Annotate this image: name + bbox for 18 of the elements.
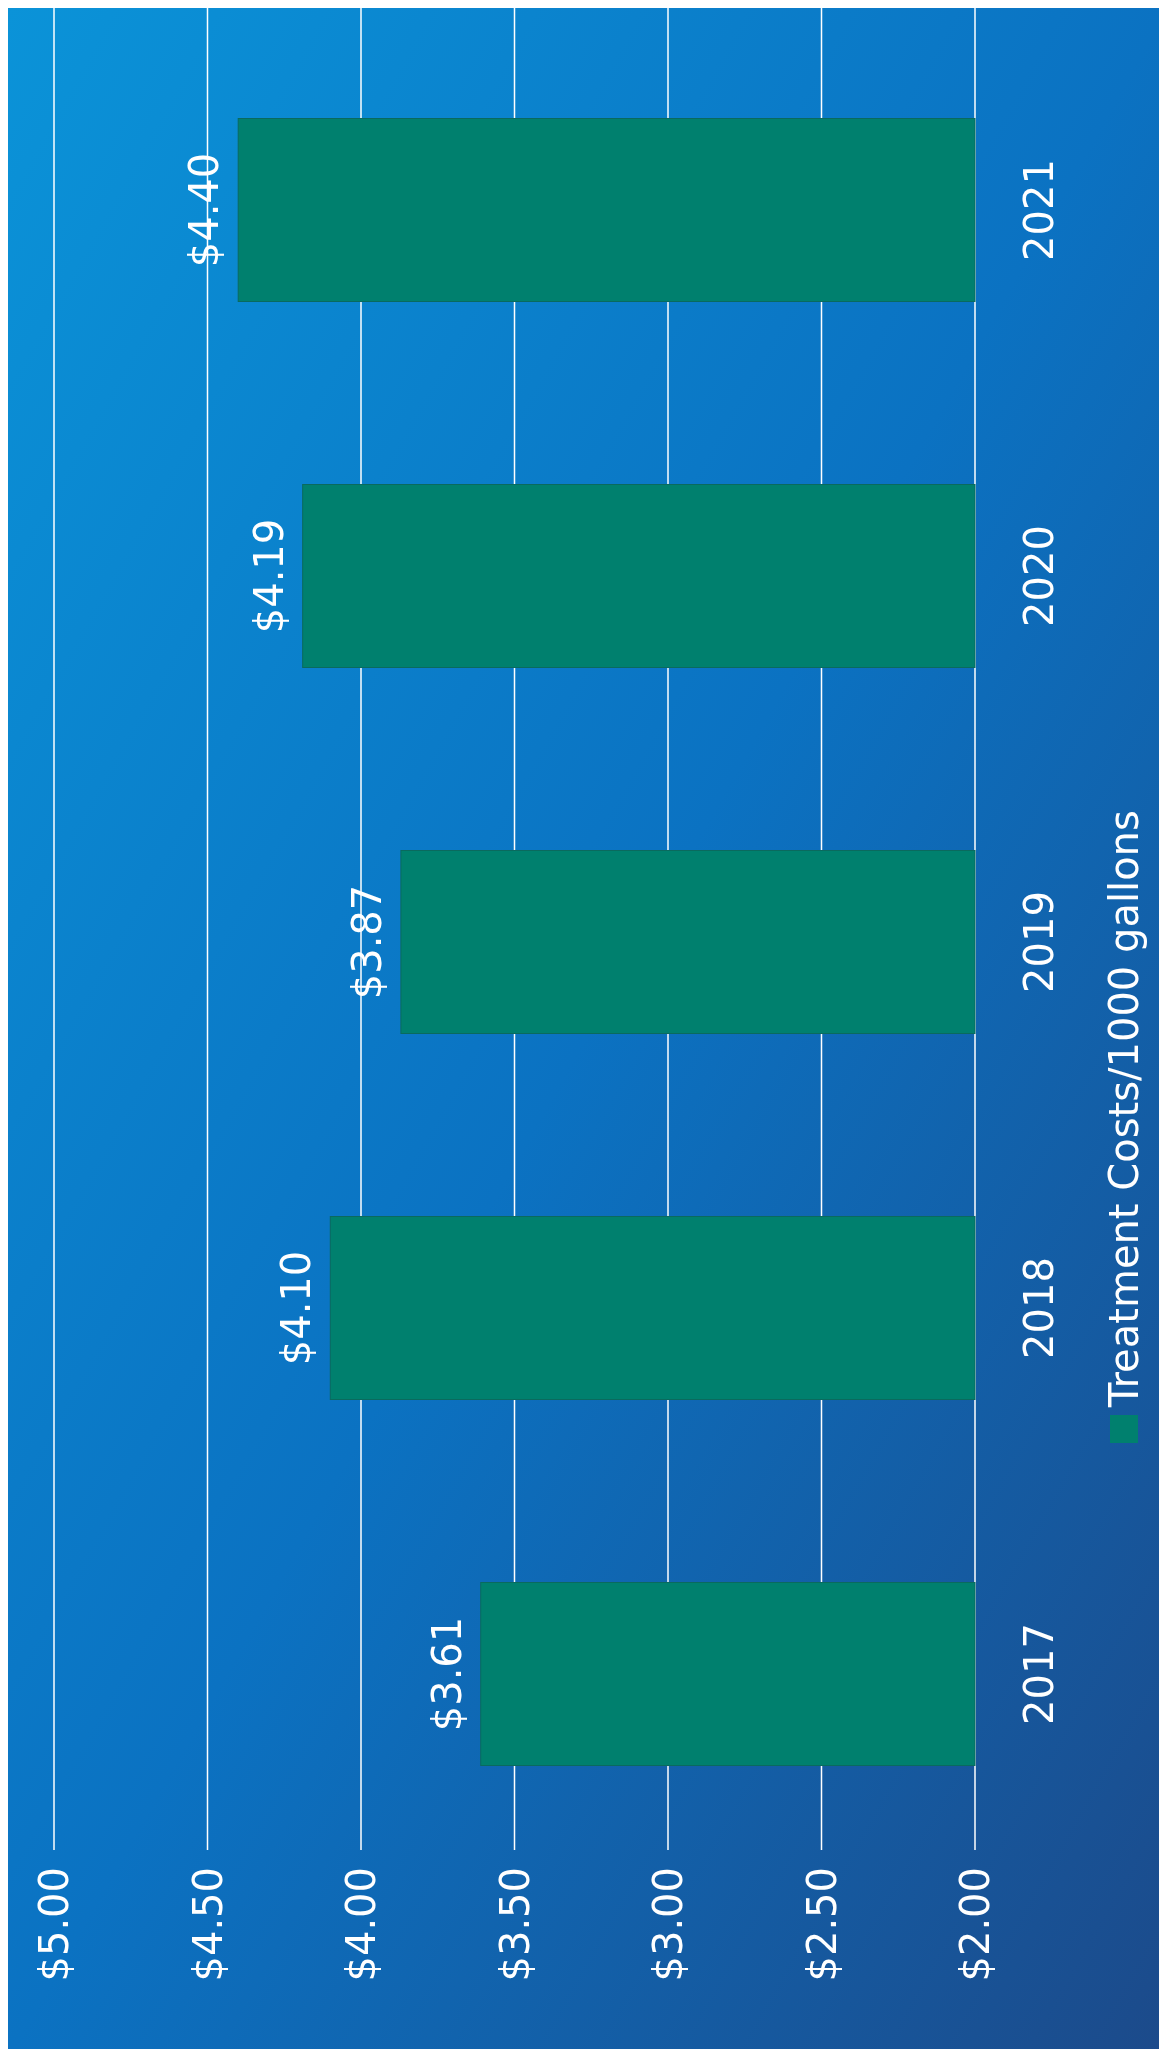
- x-tick-label: $5.00: [31, 1867, 77, 1982]
- y-tick-label: 2018: [1016, 1257, 1062, 1359]
- data-label: $4.10: [273, 1250, 320, 1366]
- text: Treatment Costs/1000 gallons: [1101, 810, 1147, 1408]
- data-label: $3.87: [343, 884, 390, 1000]
- y-tick-label: 2020: [1016, 525, 1062, 627]
- x-tick-label: $2.00: [952, 1867, 998, 1982]
- x-tick-label: $4.00: [338, 1867, 384, 1982]
- y-tick-label: 2019: [1016, 891, 1062, 993]
- data-label: $4.19: [245, 518, 292, 634]
- data-label: $3.61: [423, 1616, 470, 1732]
- x-tick-label: $4.50: [184, 1867, 231, 1982]
- y-tick-label: 2017: [1016, 1623, 1062, 1725]
- data-label: $4.40: [181, 152, 228, 268]
- y-tick-label: 2021: [1016, 159, 1062, 261]
- x-tick-label: $2.50: [798, 1867, 845, 1982]
- x-tick-label: $3.50: [491, 1867, 538, 1982]
- x-tick-label: $3.00: [645, 1867, 691, 1982]
